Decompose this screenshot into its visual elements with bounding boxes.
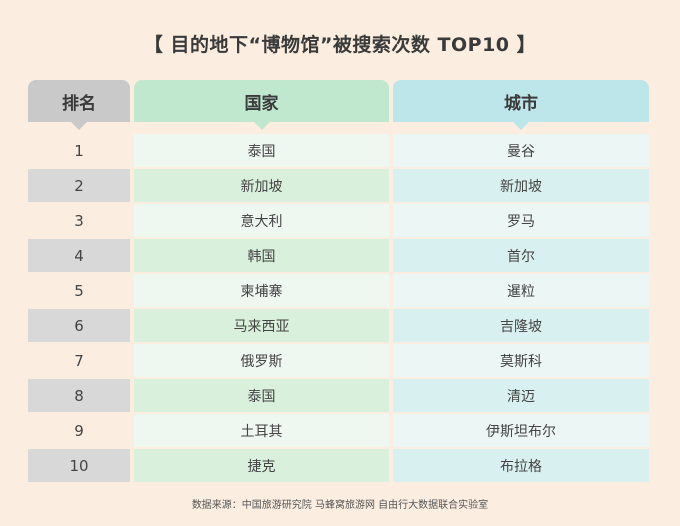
country-cell: 韩国 bbox=[134, 239, 389, 272]
rank-cell: 6 bbox=[28, 309, 130, 342]
country-cell: 泰国 bbox=[134, 134, 389, 167]
table-row: 5 柬埔寨 暹粒 bbox=[28, 274, 649, 307]
table-row: 10 捷克 布拉格 bbox=[28, 449, 649, 482]
city-cell: 罗马 bbox=[393, 204, 649, 237]
rank-cell: 10 bbox=[28, 449, 130, 482]
rank-cell: 9 bbox=[28, 414, 130, 447]
city-cell: 吉隆坡 bbox=[393, 309, 649, 342]
country-cell: 泰国 bbox=[134, 379, 389, 412]
rank-cell: 2 bbox=[28, 169, 130, 202]
country-cell: 俄罗斯 bbox=[134, 344, 389, 377]
table-row: 7 俄罗斯 莫斯科 bbox=[28, 344, 649, 377]
city-cell: 莫斯科 bbox=[393, 344, 649, 377]
header-country: 国家 bbox=[134, 80, 389, 130]
city-cell: 曼谷 bbox=[393, 134, 649, 167]
page-title: 【 目的地下“博物馆”被搜索次数 TOP10 】 bbox=[143, 34, 537, 56]
rank-cell: 3 bbox=[28, 204, 130, 237]
table-row: 3 意大利 罗马 bbox=[28, 204, 649, 237]
country-cell: 意大利 bbox=[134, 204, 389, 237]
table-row: 4 韩国 首尔 bbox=[28, 239, 649, 272]
country-cell: 新加坡 bbox=[134, 169, 389, 202]
country-cell: 土耳其 bbox=[134, 414, 389, 447]
country-cell: 柬埔寨 bbox=[134, 274, 389, 307]
rank-cell: 7 bbox=[28, 344, 130, 377]
city-cell: 新加坡 bbox=[393, 169, 649, 202]
country-cell: 捷克 bbox=[134, 449, 389, 482]
city-cell: 清迈 bbox=[393, 379, 649, 412]
table-row: 6 马来西亚 吉隆坡 bbox=[28, 309, 649, 342]
table-body: 1 泰国 曼谷 2 新加坡 新加坡 3 意大利 罗马 4 韩国 首尔 5 柬埔寨… bbox=[28, 134, 649, 484]
header-rank: 排名 bbox=[28, 80, 130, 130]
data-source-note: 数据来源：中国旅游研究院 马蜂窝旅游网 自由行大数据联合实验室 bbox=[191, 500, 489, 511]
header-city: 城市 bbox=[393, 80, 649, 130]
rank-cell: 1 bbox=[28, 134, 130, 167]
table-row: 2 新加坡 新加坡 bbox=[28, 169, 649, 202]
city-cell: 布拉格 bbox=[393, 449, 649, 482]
table-header: 排名 国家 城市 bbox=[28, 80, 649, 130]
city-cell: 首尔 bbox=[393, 239, 649, 272]
city-cell: 伊斯坦布尔 bbox=[393, 414, 649, 447]
city-cell: 暹粒 bbox=[393, 274, 649, 307]
table-row: 9 土耳其 伊斯坦布尔 bbox=[28, 414, 649, 447]
rank-cell: 8 bbox=[28, 379, 130, 412]
rank-cell: 4 bbox=[28, 239, 130, 272]
country-cell: 马来西亚 bbox=[134, 309, 389, 342]
rank-cell: 5 bbox=[28, 274, 130, 307]
ranking-table: 排名 国家 城市 1 泰国 曼谷 2 新加坡 新加坡 3 意大利 罗马 4 韩国… bbox=[28, 80, 649, 482]
table-row: 1 泰国 曼谷 bbox=[28, 134, 649, 167]
table-row: 8 泰国 清迈 bbox=[28, 379, 649, 412]
